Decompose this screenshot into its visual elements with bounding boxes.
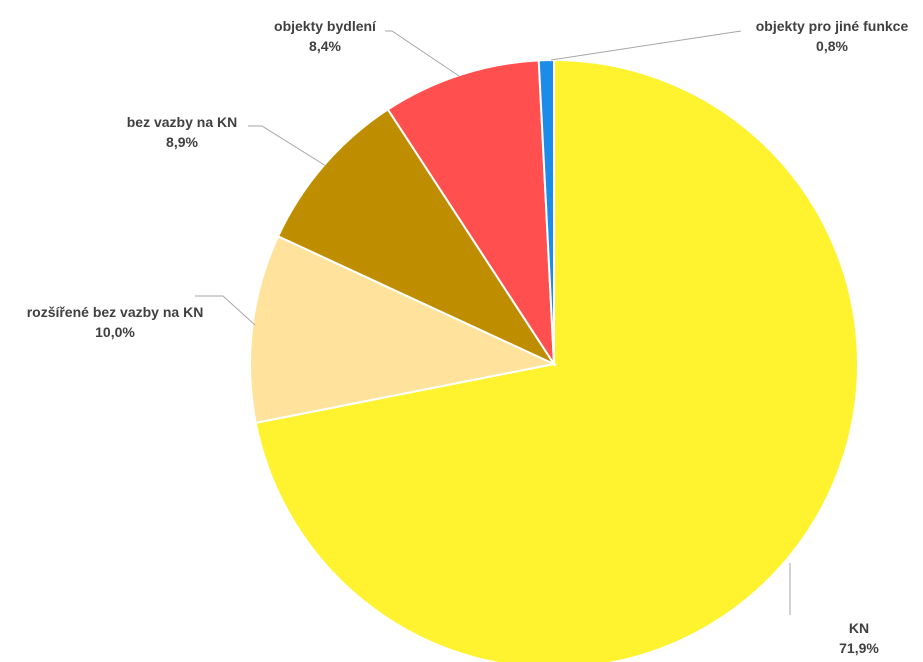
slice-value-label: 0,8% bbox=[816, 38, 848, 54]
leader-line bbox=[550, 30, 742, 61]
slice-value-label: 8,9% bbox=[166, 134, 198, 150]
slice-label: KN bbox=[849, 620, 869, 636]
slice-label: rozšířené bez vazby na KN bbox=[27, 304, 204, 320]
data-labels: KN 71,9% rozšířené bez vazby na KN 10,0% bez… bbox=[27, 18, 909, 656]
leader-line bbox=[385, 30, 460, 77]
leader-line bbox=[195, 295, 256, 326]
pie-slice bbox=[386, 59, 556, 368]
slice-label: bez vazby na KN bbox=[127, 114, 237, 130]
slice-value-label: 8,4% bbox=[309, 38, 341, 54]
slice-value-label: 10,0% bbox=[95, 324, 135, 340]
leader-lines bbox=[195, 30, 791, 615]
slice-label: objekty bydlení bbox=[274, 18, 377, 34]
pie-slice bbox=[254, 58, 859, 662]
slice-value-label: 71,9% bbox=[839, 640, 879, 656]
pie-slice bbox=[249, 234, 558, 425]
pie-slices bbox=[249, 58, 859, 662]
slice-label: objekty pro jiné funkce bbox=[756, 18, 909, 34]
leader-line bbox=[248, 125, 327, 167]
